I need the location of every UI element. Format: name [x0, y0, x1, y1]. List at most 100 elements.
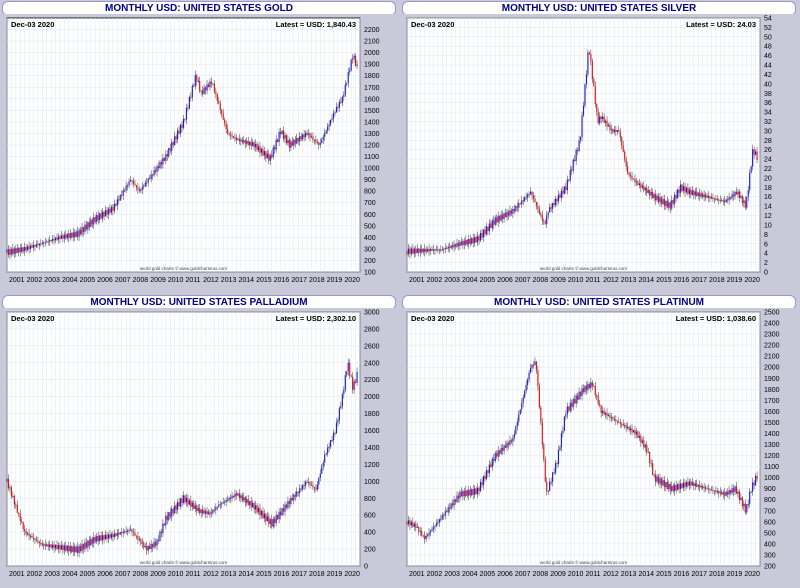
candle-body: [503, 445, 505, 451]
candle-body: [753, 149, 755, 155]
candle-body: [485, 470, 488, 480]
candle-body: [597, 111, 599, 124]
candle-body: [231, 495, 233, 499]
candle-body: [503, 213, 505, 219]
palladium-chart: 0 200 400 600 800 1000 1200 1400 1600 1800 2000 220…: [2, 308, 396, 584]
y-tick-label: 54: [764, 16, 772, 23]
candle-body: [221, 503, 223, 505]
candle-body: [88, 540, 90, 546]
candle-body: [16, 504, 18, 513]
candle-body: [435, 523, 438, 526]
candle-body: [613, 129, 615, 133]
candle-body: [591, 60, 593, 80]
candle-body: [307, 482, 310, 484]
candle-body: [50, 544, 52, 548]
candle-body: [697, 192, 699, 196]
gold-chart-panel: MONTHLY USD: UNITED STATES GOLD 100 200 30…: [0, 0, 398, 292]
candle-body: [578, 140, 580, 152]
candle-body: [184, 495, 186, 503]
candle-body: [291, 141, 293, 146]
candle-body: [260, 148, 263, 153]
candle-body: [596, 104, 598, 112]
y-tick-label: 4: [764, 251, 768, 258]
candle-body: [544, 459, 546, 482]
candle-body: [53, 238, 55, 241]
candle-body: [177, 502, 179, 510]
y-tick-label: 500: [364, 223, 376, 230]
candle-body: [74, 232, 76, 238]
candle-body: [97, 535, 99, 541]
candle-body: [309, 133, 311, 138]
candle-body: [346, 371, 348, 376]
candle-body: [440, 249, 442, 251]
candle-body: [288, 139, 290, 148]
candle-body: [321, 466, 323, 474]
candle-body: [310, 484, 313, 486]
candle-body: [588, 384, 590, 389]
x-tick-label: 2018: [709, 571, 725, 578]
candle-body: [203, 510, 205, 514]
y-tick-label: 28: [764, 138, 772, 145]
candle-body: [650, 463, 652, 465]
candle-body: [274, 147, 276, 150]
candle-body: [82, 227, 85, 232]
y-tick-label: 200: [764, 564, 776, 571]
candle-body: [484, 229, 486, 235]
candle-body: [732, 488, 735, 492]
candle-body: [316, 484, 318, 490]
candle-body: [119, 194, 121, 201]
candle-body: [552, 203, 554, 209]
candle-body: [603, 116, 605, 123]
candle-body: [715, 490, 717, 493]
candle-body: [643, 185, 645, 191]
candle-body: [125, 185, 127, 191]
candle-body: [250, 501, 252, 508]
candle-body: [213, 83, 215, 92]
x-tick-label: 2019: [327, 571, 343, 578]
x-tick-label: 2018: [709, 277, 725, 284]
candle-body: [15, 504, 17, 506]
candle-body: [143, 542, 145, 548]
candle-body: [634, 178, 636, 183]
candle-body: [238, 138, 240, 142]
candle-body: [519, 409, 521, 415]
candle-body: [494, 217, 496, 225]
candle-body: [628, 172, 630, 176]
candle-body: [332, 432, 335, 441]
candle-body: [407, 520, 410, 525]
y-tick-label: 800: [764, 497, 776, 504]
candle-body: [99, 213, 101, 221]
y-tick-label: 0: [364, 564, 368, 571]
x-tick-label: 2019: [727, 277, 743, 284]
candle-body: [599, 116, 601, 124]
candle-body: [132, 181, 135, 184]
candle-body: [100, 213, 102, 219]
candle-body: [47, 544, 49, 547]
candle-body: [541, 215, 543, 221]
x-tick-label: 2011: [586, 571, 601, 578]
candle-body: [282, 508, 285, 512]
candle-body: [77, 231, 79, 237]
candle-body: [256, 143, 258, 151]
candle-body: [81, 544, 83, 552]
candle-body: [462, 240, 464, 246]
candle-body: [490, 464, 492, 468]
candle-body: [421, 248, 423, 253]
candle-body: [306, 482, 308, 484]
candle-body: [424, 248, 426, 252]
candle-body: [569, 169, 571, 181]
x-tick-label: 2010: [168, 571, 184, 578]
candle-body: [134, 532, 136, 536]
candle-body: [657, 195, 660, 203]
candle-body: [616, 420, 618, 422]
candle-body: [296, 491, 298, 497]
candle-body: [69, 232, 71, 238]
x-tick-label: 2005: [480, 571, 496, 578]
candle-body: [574, 399, 576, 404]
x-tick-label: 2008: [533, 277, 549, 284]
y-tick-label: 1200: [364, 462, 380, 469]
candle-body: [278, 131, 280, 142]
candle-body: [443, 249, 445, 251]
candle-body: [438, 249, 440, 251]
x-tick-label: 2010: [568, 571, 584, 578]
